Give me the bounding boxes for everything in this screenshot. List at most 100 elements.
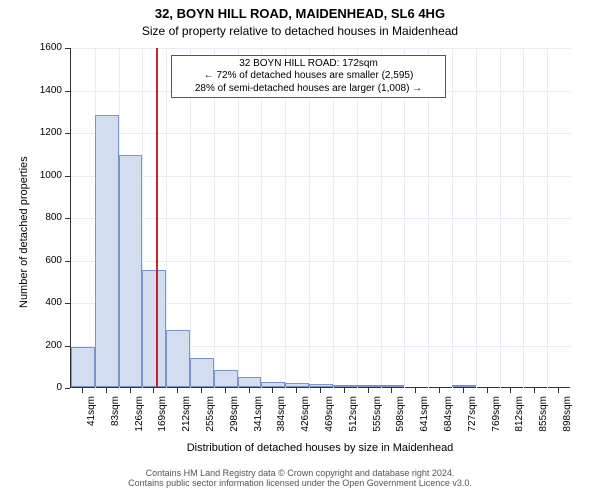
x-tick-mark	[463, 388, 464, 393]
y-tick-mark	[65, 176, 70, 177]
credits-line: Contains HM Land Registry data © Crown c…	[0, 468, 600, 478]
histogram-bar	[95, 115, 119, 387]
gridline-vertical	[523, 48, 524, 388]
x-tick-label: 855sqm	[538, 396, 549, 440]
gridline-vertical	[238, 48, 239, 388]
y-tick-label: 1200	[22, 127, 62, 138]
x-tick-label: 898sqm	[562, 396, 573, 440]
chart-subtitle: Size of property relative to detached ho…	[0, 24, 600, 38]
y-tick-label: 1000	[22, 170, 62, 181]
gridline-vertical	[357, 48, 358, 388]
annotation-line: 32 BOYN HILL ROAD: 172sqm	[176, 58, 441, 71]
x-tick-label: 684sqm	[443, 396, 454, 440]
y-tick-label: 200	[22, 340, 62, 351]
x-tick-mark	[249, 388, 250, 393]
credits-line: Contains public sector information licen…	[0, 478, 600, 488]
x-tick-mark	[130, 388, 131, 393]
histogram-bar	[452, 385, 476, 387]
gridline-vertical	[333, 48, 334, 388]
histogram-bar	[381, 385, 405, 387]
y-tick-mark	[65, 261, 70, 262]
x-tick-mark	[201, 388, 202, 393]
gridline-horizontal	[71, 176, 571, 177]
gridline-vertical	[547, 48, 548, 388]
x-tick-mark	[320, 388, 321, 393]
x-tick-label: 212sqm	[181, 396, 192, 440]
annotation-line: 28% of semi-detached houses are larger (…	[176, 83, 441, 96]
y-tick-mark	[65, 133, 70, 134]
gridline-vertical	[381, 48, 382, 388]
x-tick-label: 41sqm	[86, 396, 97, 440]
x-tick-label: 298sqm	[229, 396, 240, 440]
gridline-vertical	[261, 48, 262, 388]
x-tick-mark	[344, 388, 345, 393]
x-tick-label: 255sqm	[205, 396, 216, 440]
histogram-bar	[190, 358, 214, 387]
x-tick-label: 769sqm	[491, 396, 502, 440]
x-tick-mark	[272, 388, 273, 393]
x-tick-mark	[106, 388, 107, 393]
gridline-vertical	[285, 48, 286, 388]
histogram-bar	[261, 382, 285, 387]
histogram-bar	[214, 370, 238, 387]
x-tick-label: 727sqm	[467, 396, 478, 440]
y-tick-mark	[65, 346, 70, 347]
histogram-bar	[119, 155, 143, 387]
x-tick-label: 812sqm	[514, 396, 525, 440]
chart-title: 32, BOYN HILL ROAD, MAIDENHEAD, SL6 4HG	[0, 6, 600, 21]
histogram-bar	[238, 377, 262, 387]
x-tick-label: 341sqm	[253, 396, 264, 440]
credits-text: Contains HM Land Registry data © Crown c…	[0, 468, 600, 488]
y-tick-label: 400	[22, 297, 62, 308]
y-tick-mark	[65, 388, 70, 389]
y-tick-label: 600	[22, 255, 62, 266]
x-tick-label: 426sqm	[300, 396, 311, 440]
histogram-bar	[142, 270, 166, 387]
gridline-vertical	[404, 48, 405, 388]
x-tick-mark	[534, 388, 535, 393]
x-tick-mark	[153, 388, 154, 393]
x-tick-label: 126sqm	[134, 396, 145, 440]
annotation-line: ← 72% of detached houses are smaller (2,…	[176, 70, 441, 83]
x-tick-label: 83sqm	[110, 396, 121, 440]
reference-line	[156, 48, 158, 387]
histogram-bar	[357, 385, 381, 387]
y-tick-mark	[65, 48, 70, 49]
gridline-horizontal	[71, 218, 571, 219]
y-tick-mark	[65, 303, 70, 304]
x-tick-mark	[368, 388, 369, 393]
histogram-bar	[309, 384, 333, 387]
x-tick-mark	[82, 388, 83, 393]
x-tick-mark	[177, 388, 178, 393]
histogram-bar	[285, 383, 309, 387]
y-tick-label: 1400	[22, 85, 62, 96]
gridline-horizontal	[71, 133, 571, 134]
plot-area: 32 BOYN HILL ROAD: 172sqm← 72% of detach…	[70, 48, 570, 388]
histogram-bar	[71, 347, 95, 387]
x-axis-title: Distribution of detached houses by size …	[70, 442, 570, 454]
x-tick-mark	[391, 388, 392, 393]
histogram-bar	[333, 385, 357, 387]
x-tick-label: 598sqm	[395, 396, 406, 440]
histogram-bar	[166, 330, 190, 387]
x-tick-label: 469sqm	[324, 396, 335, 440]
gridline-vertical	[476, 48, 477, 388]
gridline-horizontal	[71, 48, 571, 49]
y-tick-label: 1600	[22, 42, 62, 53]
x-tick-mark	[296, 388, 297, 393]
gridline-vertical	[500, 48, 501, 388]
gridline-horizontal	[71, 261, 571, 262]
y-tick-mark	[65, 91, 70, 92]
x-tick-mark	[558, 388, 559, 393]
x-tick-mark	[487, 388, 488, 393]
gridline-vertical	[214, 48, 215, 388]
gridline-vertical	[452, 48, 453, 388]
x-tick-label: 169sqm	[157, 396, 168, 440]
annotation-box: 32 BOYN HILL ROAD: 172sqm← 72% of detach…	[171, 55, 446, 99]
y-tick-label: 0	[22, 382, 62, 393]
x-tick-label: 512sqm	[348, 396, 359, 440]
x-tick-label: 555sqm	[372, 396, 383, 440]
x-tick-mark	[510, 388, 511, 393]
x-tick-mark	[439, 388, 440, 393]
x-tick-label: 384sqm	[276, 396, 287, 440]
